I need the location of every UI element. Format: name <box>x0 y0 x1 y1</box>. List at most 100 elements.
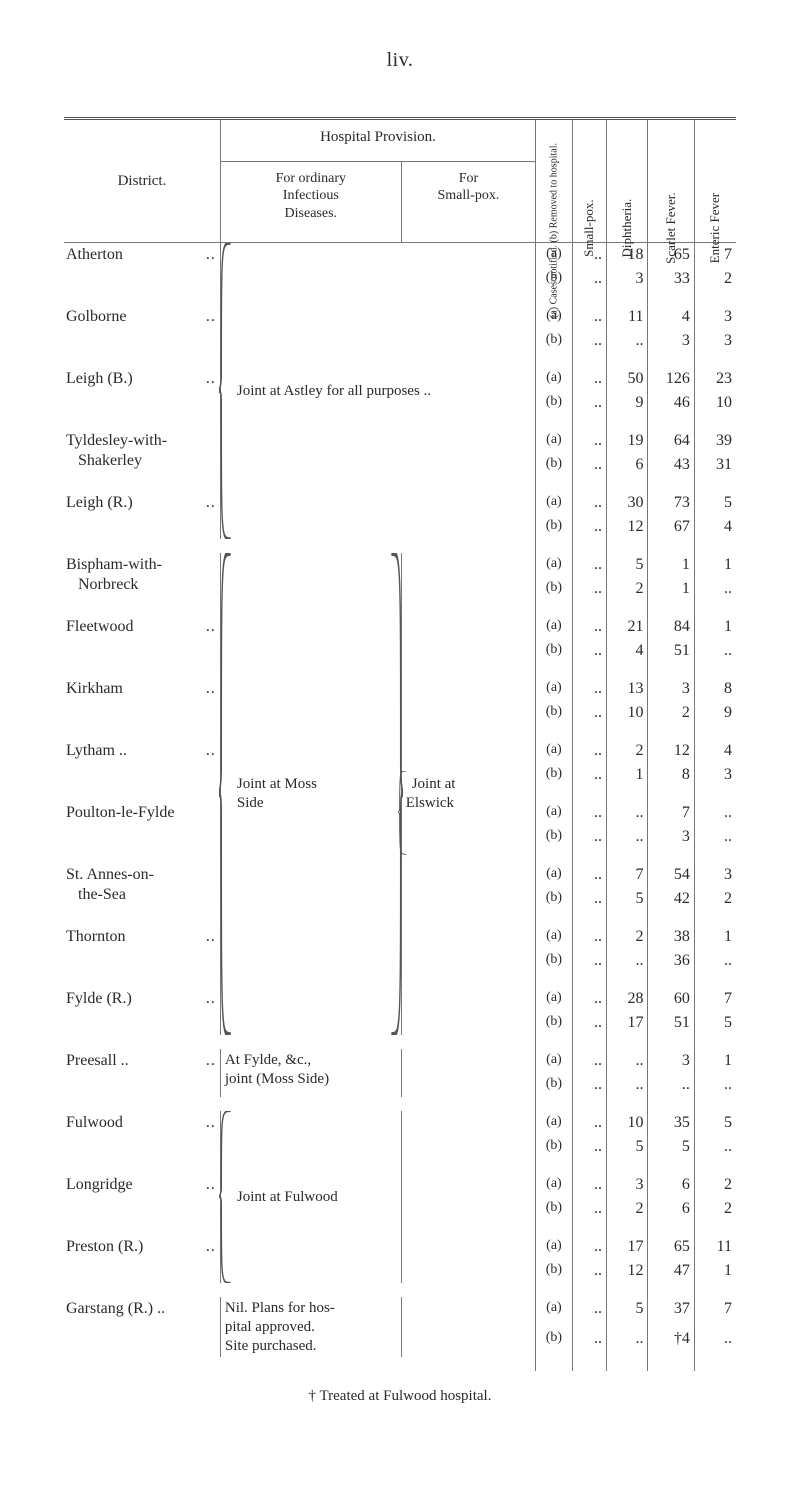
value-cell: 2 <box>694 267 736 291</box>
value-cell: 39 <box>694 429 736 453</box>
row-marker: (b) <box>536 887 573 911</box>
table-row: Garstang (R.) ..Nil. Plans for hos- pita… <box>64 1297 736 1327</box>
left-brace-icon <box>398 771 408 817</box>
district-cell: Preston (R.).. <box>64 1235 220 1283</box>
district-cell: Poulton-le-Fylde <box>64 801 220 849</box>
row-marker: (b) <box>536 329 573 353</box>
value-cell: 46 <box>648 391 694 415</box>
value-cell: 50 <box>606 367 648 391</box>
col-scarlet: Scarlet Fever. <box>648 119 694 243</box>
value-cell: .. <box>694 1073 736 1097</box>
value-cell: 5 <box>694 1111 736 1135</box>
left-brace-icon <box>219 553 233 1035</box>
value-cell: 3 <box>606 1173 648 1197</box>
smallpox-provision-cell <box>401 1111 535 1283</box>
row-marker: (b) <box>536 1327 573 1357</box>
value-cell: 11 <box>694 1235 736 1259</box>
value-cell: 43 <box>648 453 694 477</box>
value-cell: 11 <box>606 305 648 329</box>
value-cell: .. <box>572 1297 606 1327</box>
row-marker: (a) <box>536 367 573 391</box>
district-cell: Garstang (R.) .. <box>64 1297 220 1357</box>
value-cell: .. <box>572 987 606 1011</box>
value-cell: 12 <box>648 739 694 763</box>
value-cell: 73 <box>648 491 694 515</box>
value-cell: 64 <box>648 429 694 453</box>
value-cell: .. <box>694 1135 736 1159</box>
value-cell: 5 <box>606 1135 648 1159</box>
value-cell: 21 <box>606 615 648 639</box>
row-marker: (b) <box>536 701 573 725</box>
value-cell: 9 <box>694 701 736 725</box>
col-scarlet-label: Scarlet Fever. <box>663 192 679 263</box>
value-cell: 3 <box>694 329 736 353</box>
value-cell: 10 <box>606 701 648 725</box>
value-cell: 2 <box>606 925 648 949</box>
value-cell: 3 <box>648 1049 694 1073</box>
row-marker: (a) <box>536 1049 573 1073</box>
value-cell: 2 <box>606 1197 648 1221</box>
left-brace-icon <box>219 1111 233 1283</box>
value-cell: .. <box>572 1135 606 1159</box>
row-marker: (b) <box>536 1011 573 1035</box>
district-cell: Fulwood.. <box>64 1111 220 1159</box>
value-cell: 33 <box>648 267 694 291</box>
value-cell: 13 <box>606 677 648 701</box>
row-marker: (a) <box>536 925 573 949</box>
value-cell: 6 <box>648 1173 694 1197</box>
ordinary-provision-cell: Nil. Plans for hos- pital approved. Site… <box>220 1297 401 1357</box>
value-cell: 1 <box>648 577 694 601</box>
district-cell: Leigh (B.).. <box>64 367 220 415</box>
value-cell: 7 <box>694 987 736 1011</box>
district-cell: Golborne.. <box>64 305 220 353</box>
district-cell: Lytham .... <box>64 739 220 787</box>
col-district-label: District. <box>118 172 167 191</box>
value-cell: 3 <box>648 329 694 353</box>
table-body: Atherton..Joint at Astley for all purpos… <box>64 243 736 1372</box>
col-for-ordinary-label: For ordinary Infectious Diseases. <box>225 164 397 229</box>
value-cell: .. <box>694 577 736 601</box>
value-cell: 7 <box>694 1297 736 1327</box>
value-cell: 126 <box>648 367 694 391</box>
row-marker: (a) <box>536 553 573 577</box>
value-cell: .. <box>572 949 606 973</box>
value-cell: 23 <box>694 367 736 391</box>
row-marker: (a) <box>536 739 573 763</box>
value-cell: 31 <box>694 453 736 477</box>
col-enteric-label: Enteric Fever <box>707 193 723 263</box>
value-cell: 42 <box>648 887 694 911</box>
value-cell: 5 <box>648 1135 694 1159</box>
value-cell: 2 <box>694 1173 736 1197</box>
col-enteric: Enteric Fever <box>694 119 736 243</box>
value-cell: .. <box>572 329 606 353</box>
value-cell: .. <box>572 1235 606 1259</box>
value-cell: 12 <box>606 515 648 539</box>
row-marker: (b) <box>536 949 573 973</box>
ordinary-provision-cell: Joint at Moss Side <box>220 553 401 1035</box>
row-marker: (b) <box>536 639 573 663</box>
value-cell: 2 <box>694 1197 736 1221</box>
value-cell: 3 <box>606 267 648 291</box>
row-marker: (a) <box>536 429 573 453</box>
value-cell: .. <box>572 825 606 849</box>
ordinary-provision-cell: Joint at Fulwood <box>220 1111 401 1283</box>
value-cell: 65 <box>648 1235 694 1259</box>
left-brace-icon <box>219 243 233 539</box>
value-cell: 5 <box>606 887 648 911</box>
value-cell: 30 <box>606 491 648 515</box>
value-cell: .. <box>572 677 606 701</box>
value-cell: .. <box>572 739 606 763</box>
row-marker: (b) <box>536 515 573 539</box>
value-cell: .. <box>572 1111 606 1135</box>
value-cell: 38 <box>648 925 694 949</box>
value-cell: .. <box>572 267 606 291</box>
value-cell: 3 <box>694 863 736 887</box>
value-cell: 5 <box>606 1297 648 1327</box>
hospital-provision-header: Hospital Provision. <box>220 119 535 162</box>
value-cell: .. <box>694 825 736 849</box>
value-cell: 4 <box>606 639 648 663</box>
value-cell: .. <box>572 453 606 477</box>
value-cell: .. <box>572 639 606 663</box>
row-marker: (a) <box>536 1173 573 1197</box>
row-marker: (a) <box>536 615 573 639</box>
